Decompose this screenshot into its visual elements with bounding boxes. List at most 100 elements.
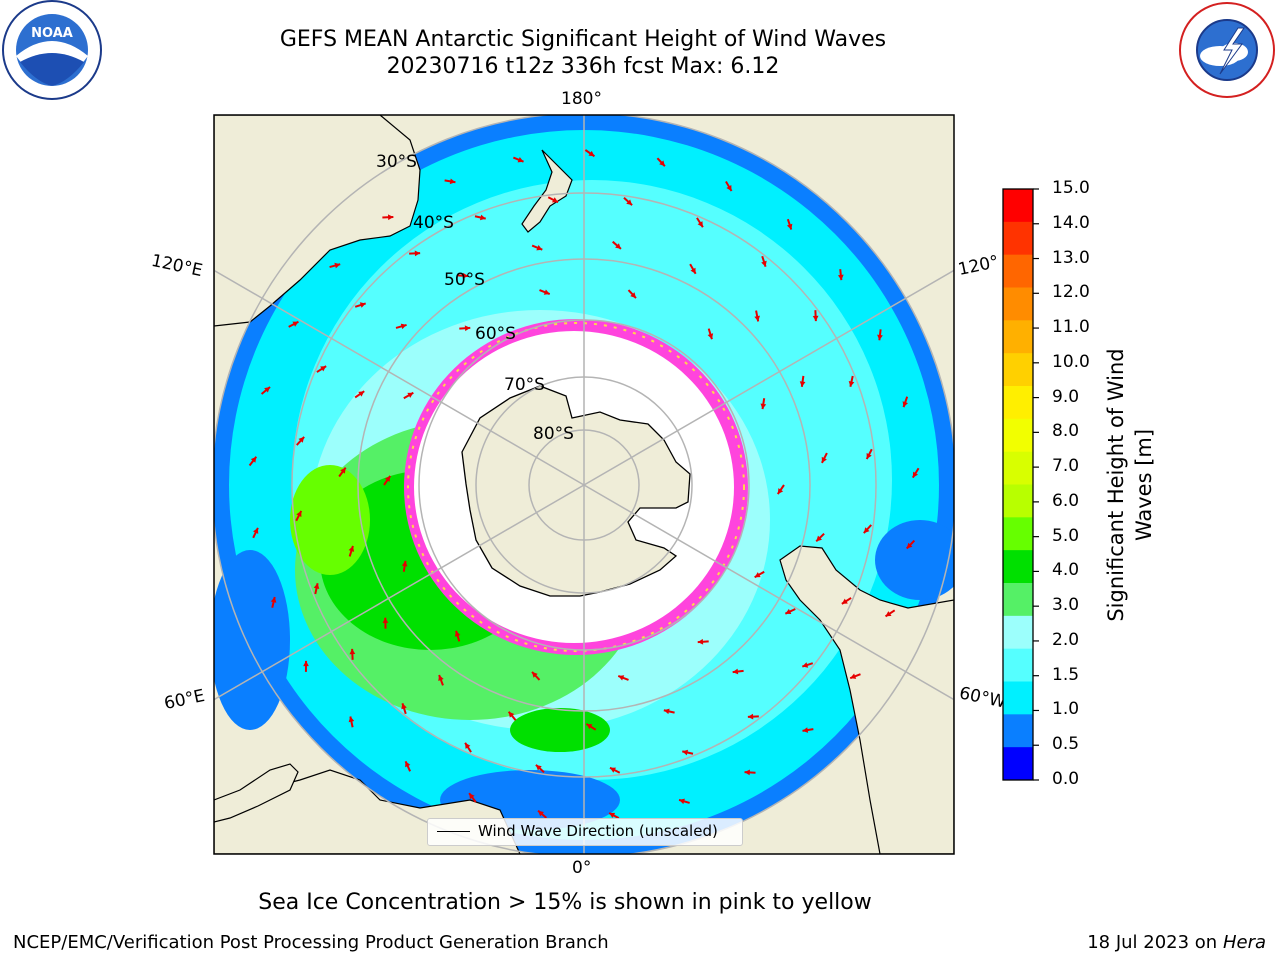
meridians <box>214 115 954 854</box>
wave-arrow-head <box>552 197 559 203</box>
wave-arrow-head <box>679 798 685 805</box>
footer-date-text: 18 Jul 2023 on <box>1087 932 1218 953</box>
wave-arrow-head <box>754 572 761 578</box>
nws-logo <box>1179 2 1275 98</box>
wave-arrow-head <box>866 453 872 460</box>
wave-arrow-head <box>384 475 391 482</box>
madagascar <box>214 763 299 823</box>
new-zealand <box>521 149 573 233</box>
wave-arrow-head <box>697 221 703 228</box>
wave-arrow-head <box>464 325 471 332</box>
wave-arrow-head <box>609 767 616 773</box>
wave-arrow-head <box>543 289 550 295</box>
wave-arrow-head <box>615 243 621 249</box>
colorbar-tick-label: 13.0 <box>1052 247 1090 268</box>
lat-label-40s: 40°S <box>413 213 454 233</box>
wave-arrow-head <box>508 711 515 718</box>
noaa-logo: NOAA <box>2 0 102 100</box>
wave-arrow-head <box>340 467 346 474</box>
colorbar-tick-label: 0.0 <box>1052 769 1080 789</box>
colorbar-swatch <box>1003 714 1033 748</box>
colorbar-swatch <box>1003 254 1033 288</box>
colorbar-swatch <box>1003 583 1033 617</box>
wave-arrow-head <box>663 708 670 715</box>
wave-arrow-head <box>449 178 456 185</box>
colorbar-tick-label: 9.0 <box>1052 386 1080 407</box>
colorbar-title-line2: Waves [m] <box>1132 428 1156 542</box>
wave-arrow-head <box>382 617 389 624</box>
wave-arrow-head <box>334 262 341 269</box>
colorbar-tick-label: 11.0 <box>1052 317 1090 338</box>
wave-arrow-head <box>264 386 271 393</box>
wave-arrow-head <box>405 761 411 768</box>
wave-arrow-head <box>588 150 595 157</box>
wave-arrow-head <box>535 764 542 771</box>
footer-date: 18 Jul 2023 on Hera <box>1087 932 1266 953</box>
chart-title: GEFS MEAN Antarctic Significant Height o… <box>279 27 887 52</box>
wave-arrow-head <box>292 321 299 327</box>
wave-arrow-head <box>348 716 355 723</box>
wave-arrow-head <box>438 675 444 681</box>
australia <box>214 115 421 327</box>
wave-arrow-head <box>848 380 855 387</box>
wave-arrow-head <box>799 381 806 387</box>
wave-arrow-head <box>837 274 844 281</box>
legend-label: Wind Wave Direction (unscaled) <box>478 822 718 840</box>
colorbar-swatch <box>1003 517 1033 551</box>
wave-arrow-head <box>387 214 394 221</box>
wave-arrow-head <box>250 456 257 463</box>
colorbar-tick-label: 8.0 <box>1052 421 1080 442</box>
wave-arrow-head <box>253 527 259 534</box>
wave-arrow-head <box>726 185 732 192</box>
wave-arrow-head <box>697 638 704 645</box>
noaa-logo-text: NOAA <box>31 26 73 41</box>
chart-subtitle: 20230716 t12z 336h fcst Max: 6.12 <box>386 54 780 79</box>
wave-arrow-head <box>812 315 819 322</box>
colorbar-tick-label: 12.0 <box>1052 282 1090 303</box>
wave-arrow-head <box>786 223 793 230</box>
wave-arrow-head <box>407 392 414 398</box>
lat-label-50s: 50°S <box>444 270 485 290</box>
wave-arrow-head <box>586 723 593 730</box>
caption: Sea Ice Concentration > 15% is shown in … <box>258 890 872 915</box>
wave-arrow-head <box>401 560 408 567</box>
map-legend: Wind Wave Direction (unscaled) <box>427 818 743 846</box>
wave-arrow-head <box>802 727 809 733</box>
colorbar-swatch <box>1003 418 1033 453</box>
map-frame <box>213 114 955 855</box>
colorbar-swatch <box>1003 648 1033 682</box>
colorbar-tick-label: 4.0 <box>1052 560 1080 581</box>
colorbar-swatch <box>1003 320 1033 354</box>
wave-arrow-head <box>517 157 524 163</box>
colorbar-swatch <box>1003 615 1033 650</box>
wave-arrow-head <box>877 334 883 341</box>
wave-arrow-head <box>885 611 892 617</box>
lat-label-70s: 70°S <box>504 375 545 395</box>
wave-arrow-head <box>296 510 302 517</box>
footer-host: Hera <box>1222 932 1266 953</box>
colorbar-tick-label: 1.5 <box>1052 664 1080 685</box>
wave-arrow-head <box>469 793 475 800</box>
colorbar-tick-label: 10.0 <box>1052 351 1090 372</box>
wave-arrow-head <box>270 596 277 603</box>
wave-arrow-head <box>359 302 366 308</box>
wave-arrow-head <box>761 260 767 267</box>
colorbar-tick-label: 2.0 <box>1052 629 1080 650</box>
colorbar-tick-label: 6.0 <box>1052 490 1080 511</box>
wave-arrow-head <box>682 749 689 756</box>
wave-arrow-head <box>320 366 327 372</box>
wave-arrow-head <box>609 812 616 818</box>
wave-arrow-head <box>744 769 750 776</box>
colorbar-swatch <box>1003 221 1033 256</box>
lat-label-60s: 60°S <box>475 324 516 344</box>
wave-arrow-head <box>349 648 356 655</box>
antarctica <box>461 385 691 597</box>
colorbar-swatch <box>1003 747 1033 781</box>
colorbar-tick-label: 5.0 <box>1052 525 1080 546</box>
wave-arrow-head <box>462 272 469 279</box>
colorbar-tick-label: 14.0 <box>1052 212 1090 233</box>
colorbar-tick-label: 3.0 <box>1052 595 1080 616</box>
wave-arrow-head <box>303 660 309 667</box>
wave-arrow-head <box>538 810 544 817</box>
